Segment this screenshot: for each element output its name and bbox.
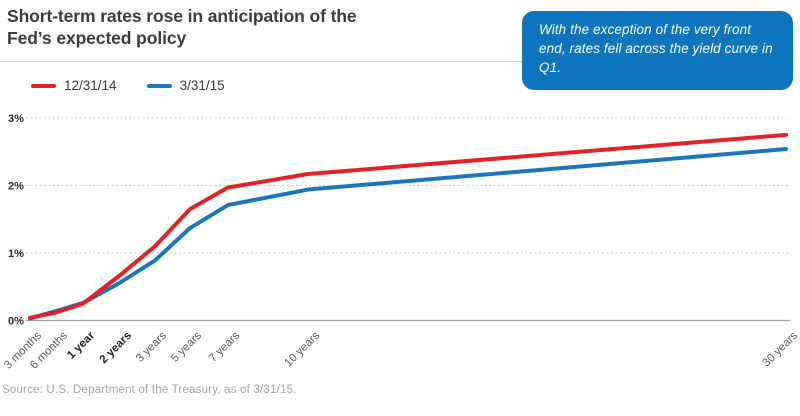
- callout-box: With the exception of the very front end…: [522, 11, 793, 90]
- x-axis-tick-label: 10 years: [282, 329, 322, 369]
- y-axis-tick-label: 0%: [8, 316, 24, 328]
- x-axis-tick-label: 2 years: [98, 330, 135, 367]
- legend-label: 3/31/15: [179, 78, 225, 93]
- legend-label: 12/31/14: [64, 78, 117, 93]
- series-line-3-31-15: [28, 147, 788, 321]
- title-divider: [0, 61, 522, 62]
- callout-text: With the exception of the very front end…: [539, 22, 773, 76]
- x-axis-tick-label: 7 years: [207, 329, 242, 364]
- source-note: Source: U.S. Department of the Treasury,…: [2, 384, 297, 396]
- x-axis-tick-label: 30 years: [760, 329, 800, 369]
- series-line-12-31-14: [28, 132, 788, 320]
- legend-item-red-series: 12/31/14: [31, 78, 117, 93]
- blue-line-swatch: [146, 83, 172, 88]
- x-axis-tick-label: 5 years: [169, 329, 204, 364]
- y-axis-tick-label: 3%: [8, 113, 24, 125]
- x-axis-tick-label: 3 years: [134, 329, 169, 364]
- y-axis-tick-label: 2%: [8, 181, 24, 193]
- x-axis-tick-label: 1 year: [65, 329, 97, 361]
- legend-item-blue-series: 3/31/15: [146, 78, 225, 93]
- y-axis-tick-label: 1%: [8, 248, 24, 260]
- page-title: Short-term rates rose in anticipation of…: [7, 6, 357, 49]
- chart-legend: 12/31/14 3/31/15: [31, 78, 243, 93]
- red-line-swatch: [31, 83, 56, 88]
